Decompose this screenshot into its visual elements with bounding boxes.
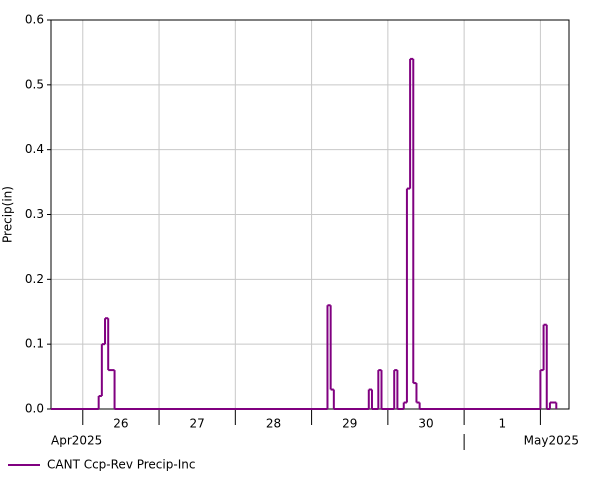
month-label: Apr2025 — [51, 434, 102, 448]
month-label: May2025 — [524, 434, 579, 448]
y-axis-label: Precip(in) — [1, 186, 15, 243]
x-tick-label: 26 — [113, 417, 128, 431]
y-tick-label: 0.6 — [25, 13, 44, 27]
x-tick-label: 1 — [498, 417, 506, 431]
x-tick-label: 27 — [190, 417, 205, 431]
y-tick-label: 0.2 — [25, 272, 44, 286]
y-tick-label: 0.1 — [25, 337, 44, 351]
y-tick-label: 0.0 — [25, 402, 44, 416]
y-tick-label: 0.3 — [25, 207, 44, 221]
x-tick-label: 29 — [342, 417, 357, 431]
x-tick-label: 30 — [418, 417, 433, 431]
y-tick-label: 0.4 — [25, 142, 44, 156]
x-tick-label: 28 — [266, 417, 281, 431]
legend-label: CANT Ccp-Rev Precip-Inc — [47, 458, 195, 472]
y-tick-label: 0.5 — [25, 77, 44, 91]
